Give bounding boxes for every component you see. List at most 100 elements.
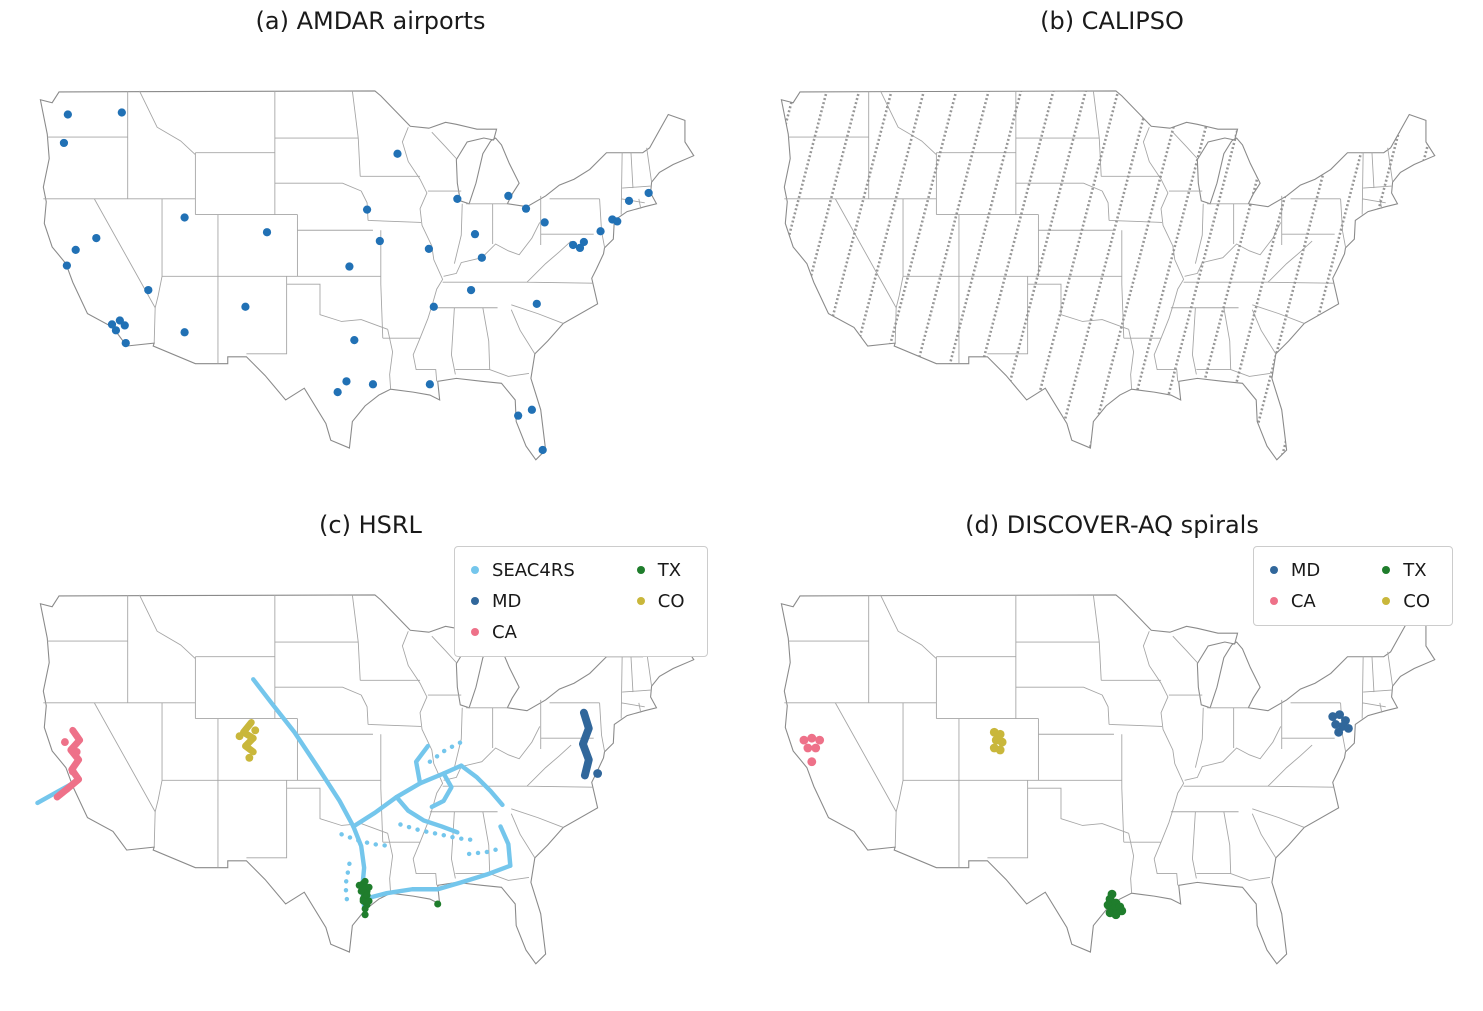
hsrl-point-tx xyxy=(361,877,368,884)
legend-item-seac4rs: SEAC4RS xyxy=(471,560,575,581)
airport-dot xyxy=(262,228,270,236)
spiral-point-ca xyxy=(800,735,809,744)
co-legend-marker-icon xyxy=(637,597,645,605)
hsrl-point-ca xyxy=(72,748,80,756)
hsrl-point-co xyxy=(235,732,243,740)
legend-label-md: MD xyxy=(492,591,521,612)
calipso-ground-track xyxy=(1336,65,1449,499)
legend-item-tx: TX xyxy=(637,560,685,581)
legend-label-ca: CA xyxy=(492,622,517,643)
airport-dot xyxy=(470,230,478,238)
airport-dot xyxy=(375,237,383,245)
md-legend-marker-icon xyxy=(1270,566,1278,574)
airport-dot xyxy=(613,217,621,225)
airport-dot xyxy=(466,286,474,294)
legend-label-co: CO xyxy=(1403,591,1430,612)
airport-dot xyxy=(368,380,376,388)
airport-dot xyxy=(579,237,587,245)
airport-dot xyxy=(532,299,540,307)
panel-b-calipso: (b) CALIPSO xyxy=(741,0,1483,504)
airport-dot xyxy=(540,218,548,226)
airport-dot xyxy=(362,205,370,213)
airport-dot xyxy=(120,321,128,329)
airport-dot xyxy=(71,245,79,253)
legend-item-tx: TX xyxy=(1382,560,1430,581)
figure-four-panel-maps: (a) AMDAR airports (b) CALIPSO (c) HSRL xyxy=(0,0,1483,1009)
panel-b-title: (b) CALIPSO xyxy=(1040,4,1184,36)
airport-dot xyxy=(117,108,125,116)
airport-dot xyxy=(180,328,188,336)
airport-dot xyxy=(514,411,522,419)
airport-dot xyxy=(333,388,341,396)
calipso-ground-track xyxy=(1433,65,1475,499)
us-map-panel-a xyxy=(8,36,734,507)
airport-dot xyxy=(393,149,401,157)
airport-dot xyxy=(425,380,433,388)
spiral-point-co xyxy=(998,737,1007,746)
airport-dot xyxy=(144,286,152,294)
hsrl-point-ca xyxy=(60,738,68,746)
airport-dot xyxy=(111,326,119,334)
seac4rs-legend-marker-icon xyxy=(471,566,479,574)
panel-c-hsrl: (c) HSRL SEAC4RS MD CA xyxy=(0,504,741,1009)
legend-item-md: MD xyxy=(1270,560,1320,581)
airport-dot xyxy=(180,213,188,221)
legend-hsrl: SEAC4RS MD CA TX CO xyxy=(454,546,708,657)
legend-item-ca: CA xyxy=(471,622,575,643)
airport-dot xyxy=(241,302,249,310)
airport-dot xyxy=(453,194,461,202)
airport-dot xyxy=(121,339,129,347)
hsrl-point-tx xyxy=(357,887,364,894)
airport-dot xyxy=(429,302,437,310)
airport-dot xyxy=(63,110,71,118)
hsrl-point-tx xyxy=(365,883,372,890)
panel-a-amdar: (a) AMDAR airports xyxy=(0,0,741,504)
airport-dot xyxy=(59,138,67,146)
hsrl-point-tx xyxy=(365,897,372,904)
legend-label-co: CO xyxy=(658,591,685,612)
ca-legend-marker-icon xyxy=(471,628,479,636)
airport-dot xyxy=(521,204,529,212)
hsrl-point-tx xyxy=(361,911,368,918)
panel-b-map-area xyxy=(749,36,1475,507)
calipso-ground-track xyxy=(749,65,769,499)
airport-dot xyxy=(345,262,353,270)
legend-label-ca: CA xyxy=(1291,591,1316,612)
airport-dot xyxy=(342,377,350,385)
airport-dot xyxy=(424,244,432,252)
airport-dot xyxy=(504,191,512,199)
panel-c-map-area: SEAC4RS MD CA TX CO xyxy=(8,540,734,1011)
spiral-point-md xyxy=(1334,727,1343,736)
legend-item-ca: CA xyxy=(1270,591,1320,612)
spiral-point-ca xyxy=(815,735,824,744)
legend-label-tx: TX xyxy=(1403,560,1426,581)
spiral-point-md xyxy=(1344,724,1353,733)
hsrl-point-tx xyxy=(434,900,441,907)
md-legend-marker-icon xyxy=(471,597,479,605)
panel-a-map-area xyxy=(8,36,734,507)
airport-dot xyxy=(350,336,358,344)
spiral-point-tx xyxy=(1117,906,1126,915)
legend-label-tx: TX xyxy=(658,560,681,581)
us-map-panel-b xyxy=(749,36,1475,507)
tx-legend-marker-icon xyxy=(637,566,645,574)
panel-a-title: (a) AMDAR airports xyxy=(256,4,486,36)
hsrl-point-md xyxy=(593,769,602,778)
spiral-point-ca xyxy=(811,743,820,752)
airport-dot xyxy=(596,227,604,235)
airport-dot xyxy=(624,196,632,204)
ca-legend-marker-icon xyxy=(1270,597,1278,605)
panel-d-title: (d) DISCOVER-AQ spirals xyxy=(965,508,1259,540)
airport-dot xyxy=(62,261,70,269)
legend-discover-aq: MD CA TX CO xyxy=(1253,546,1453,626)
airport-dot xyxy=(477,253,485,261)
panel-c-title: (c) HSRL xyxy=(319,508,422,540)
spiral-point-ca xyxy=(807,757,816,766)
airport-dot xyxy=(644,188,652,196)
legend-label-md: MD xyxy=(1291,560,1320,581)
airport-dot xyxy=(92,234,100,242)
hsrl-point-ca xyxy=(68,767,76,775)
legend-item-co: CO xyxy=(1382,591,1430,612)
spiral-point-ca xyxy=(803,743,812,752)
legend-label-seac4rs: SEAC4RS xyxy=(492,560,575,581)
